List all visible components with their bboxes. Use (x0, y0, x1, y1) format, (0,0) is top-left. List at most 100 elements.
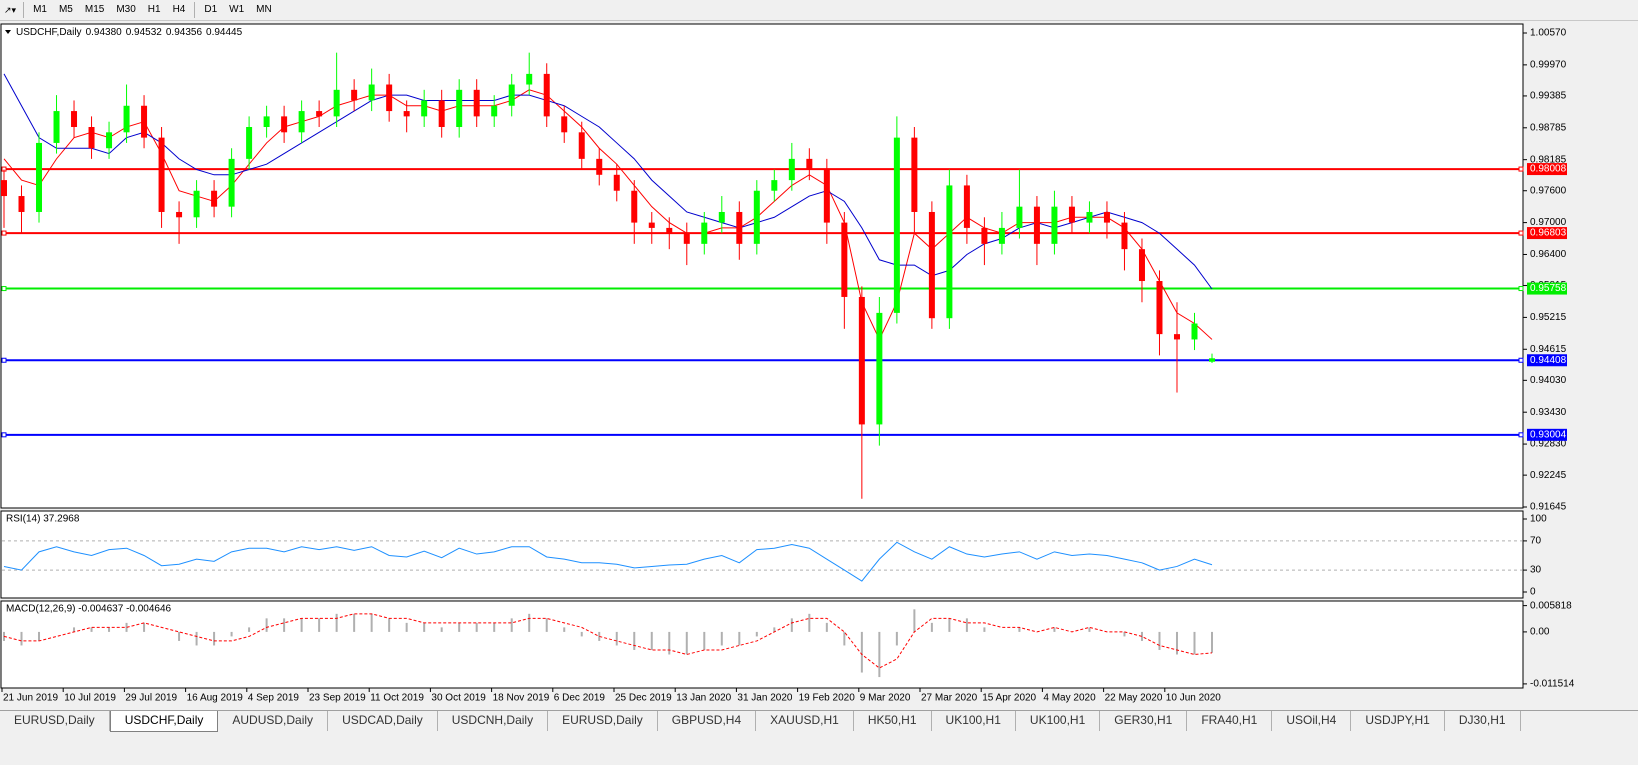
y-tick-label: 0.97000 (1530, 217, 1567, 228)
chart-tab[interactable]: DJ30,H1 (1445, 711, 1521, 731)
candle-body (456, 89, 463, 128)
candle-body (631, 190, 638, 223)
candle-body (36, 142, 43, 212)
candle-body (71, 111, 78, 128)
level-label: 0.93004 (1530, 429, 1567, 440)
timeframe-button[interactable]: M1 (33, 4, 47, 15)
timeframe-button[interactable]: H1 (147, 4, 161, 15)
chart-tab[interactable]: USDCNH,Daily (438, 711, 549, 731)
level-handle (1518, 432, 1524, 438)
macd-bar (528, 613, 531, 632)
chart-tab[interactable]: USOil,H4 (1272, 711, 1352, 731)
candle-body (946, 185, 953, 319)
macd-bar (3, 631, 5, 641)
timeframe-button[interactable]: MN (256, 4, 272, 15)
candle-body (298, 111, 305, 133)
macd-bar (125, 622, 128, 632)
level-handle (1, 286, 7, 292)
macd-bar (580, 631, 583, 637)
candle-body (1, 180, 7, 197)
candle-body (806, 158, 813, 170)
candle-body (106, 132, 113, 149)
macd-bar (213, 631, 216, 646)
chart-tab[interactable]: USDCHF,Daily (109, 711, 219, 732)
x-tick-label: 25 Dec 2019 (615, 693, 672, 704)
candle-body (981, 227, 988, 244)
chart-tab[interactable]: USDCAD,Daily (328, 711, 438, 731)
level-handle (1, 230, 7, 236)
timeframe-button[interactable]: D1 (204, 4, 218, 15)
candle-body (683, 233, 690, 244)
candle-body (543, 73, 550, 117)
macd-bar (633, 631, 636, 650)
macd-bar (440, 627, 443, 632)
macd-bar (510, 618, 513, 632)
y-tick-label: -0.011514 (1530, 679, 1575, 690)
macd-bar (668, 631, 671, 655)
level-label: 0.95758 (1530, 283, 1567, 294)
cursor-tool[interactable]: ↗▾ (4, 4, 17, 15)
chart-tab[interactable]: UK100,H1 (932, 711, 1016, 731)
macd-bar (1140, 631, 1143, 641)
level-label-box (1527, 354, 1567, 367)
macd-bar (913, 609, 916, 632)
candle-body (1068, 206, 1075, 223)
macd-bar (283, 618, 286, 632)
candle-body (596, 158, 603, 175)
macd-bar (1193, 631, 1196, 655)
level-label-box (1527, 428, 1567, 441)
chart-tab[interactable]: UK100,H1 (1016, 711, 1101, 731)
timeframe-button[interactable]: M30 (116, 4, 136, 15)
macd-bar (843, 631, 846, 646)
candle-body (158, 137, 165, 212)
level-label: 0.98008 (1530, 164, 1567, 175)
candle-body (771, 180, 778, 191)
candle-body (53, 111, 60, 143)
candle-body (176, 211, 183, 218)
level-label-box (1527, 227, 1567, 240)
macd-bar (335, 613, 338, 632)
macd-bar (20, 631, 23, 646)
chart-tab[interactable]: USDJPY,H1 (1351, 711, 1445, 731)
macd-label: MACD(12,26,9) -0.004637 -0.004646 (6, 604, 172, 615)
x-tick-label: 21 Jun 2019 (3, 693, 58, 704)
candle-body (508, 84, 515, 106)
macd-bar (318, 618, 321, 632)
x-tick-label: 4 Sep 2019 (248, 693, 300, 704)
macd-bar (650, 631, 653, 650)
y-tick-label: 0 (1530, 587, 1536, 598)
y-tick-label: 30 (1530, 565, 1542, 576)
header-value: 0.94532 (126, 27, 163, 38)
macd-bar (1175, 631, 1178, 655)
level-label-box (1527, 163, 1567, 176)
y-tick-label: 1.00570 (1530, 28, 1567, 39)
main-panel (0, 23, 1524, 509)
chart-tab[interactable]: EURUSD,Daily (0, 711, 110, 731)
chart-tab[interactable]: FRA40,H1 (1187, 711, 1273, 731)
chart-tab[interactable]: EURUSD,Daily (548, 711, 658, 731)
candle-body (666, 227, 673, 234)
chart-tab[interactable]: GER30,H1 (1100, 711, 1188, 731)
timeframe-button[interactable]: W1 (229, 4, 245, 15)
macd-bar (1158, 631, 1161, 650)
candle-body (1016, 206, 1023, 228)
timeframe-button[interactable]: H4 (172, 4, 186, 15)
macd-bar (475, 622, 478, 632)
macd-bar (388, 618, 391, 632)
chart-tab[interactable]: GBPUSD,H4 (658, 711, 757, 731)
candle-body (1086, 211, 1093, 223)
macd-bar (1088, 627, 1091, 632)
candle-body (491, 105, 498, 117)
chart-tab[interactable]: XAUUSD,H1 (756, 711, 854, 731)
chart-tab[interactable]: AUDUSD,Daily (218, 711, 329, 731)
timeframe-button[interactable]: M15 (84, 4, 105, 15)
candle-body (578, 132, 585, 159)
candle-body (263, 116, 270, 128)
x-tick-label: 6 Dec 2019 (554, 693, 606, 704)
macd-bar (353, 613, 356, 632)
header-value: 0.94445 (206, 27, 243, 38)
timeframe-button[interactable]: M5 (58, 4, 73, 15)
chart-tab[interactable]: HK50,H1 (854, 711, 932, 731)
candle-body (1103, 211, 1110, 223)
macd-bar (563, 627, 566, 632)
